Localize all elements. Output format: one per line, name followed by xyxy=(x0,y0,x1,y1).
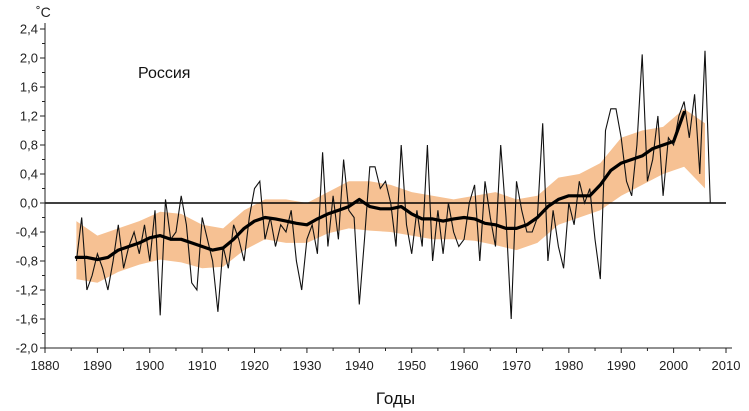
x-tick-label: 1910 xyxy=(188,358,217,373)
x-tick-label: 1990 xyxy=(607,358,636,373)
y-tick-label: 2,4 xyxy=(20,22,38,37)
y-tick-label: 1,6 xyxy=(20,80,38,95)
y-axis-unit: ˚С xyxy=(36,4,51,20)
x-tick-label: 1890 xyxy=(83,358,112,373)
uncertainty-band-layer xyxy=(76,108,705,283)
x-tick-label: 1880 xyxy=(31,358,60,373)
labels: ˚С Россия Годы xyxy=(36,4,415,408)
x-tick-label: 1950 xyxy=(397,358,426,373)
x-tick-label: 1980 xyxy=(554,358,583,373)
smoothed-series-layer xyxy=(74,110,686,262)
x-tick-label: 1900 xyxy=(135,358,164,373)
region-label: Россия xyxy=(138,65,190,82)
y-tick-label: -1,2 xyxy=(16,283,38,298)
x-tick-label: 2000 xyxy=(659,358,688,373)
annual-series-layer xyxy=(75,50,711,320)
y-tick-label: -0,8 xyxy=(16,254,38,269)
y-tick-label: -0,4 xyxy=(16,225,38,240)
x-tick-label: 1960 xyxy=(450,358,479,373)
x-tick-label: 1930 xyxy=(292,358,321,373)
y-tick-label: 1,2 xyxy=(20,109,38,124)
annual-series-line xyxy=(75,50,711,320)
y-tick-label: 2,0 xyxy=(20,51,38,66)
x-axis-title: Годы xyxy=(376,389,415,408)
x-tick-label: 1970 xyxy=(502,358,531,373)
y-tick-label: 0,8 xyxy=(20,138,38,153)
x-tick-label: 1920 xyxy=(240,358,269,373)
y-tick-label: -2,0 xyxy=(16,341,38,356)
y-tick-label: 0,4 xyxy=(20,167,38,182)
uncertainty-band xyxy=(76,108,705,283)
y-tick-label: 0,0 xyxy=(20,196,38,211)
x-tick-label: 2010 xyxy=(712,358,741,373)
smoothed-series-line xyxy=(74,110,686,262)
x-tick-label: 1940 xyxy=(345,358,374,373)
axes: 2,4 2,0 1,6 1,2 0,8 0,4 0,0 -0,4 -0,8 -1,2 -1,6 -2,… xyxy=(16,22,741,374)
y-tick-label: -1,6 xyxy=(16,312,38,327)
